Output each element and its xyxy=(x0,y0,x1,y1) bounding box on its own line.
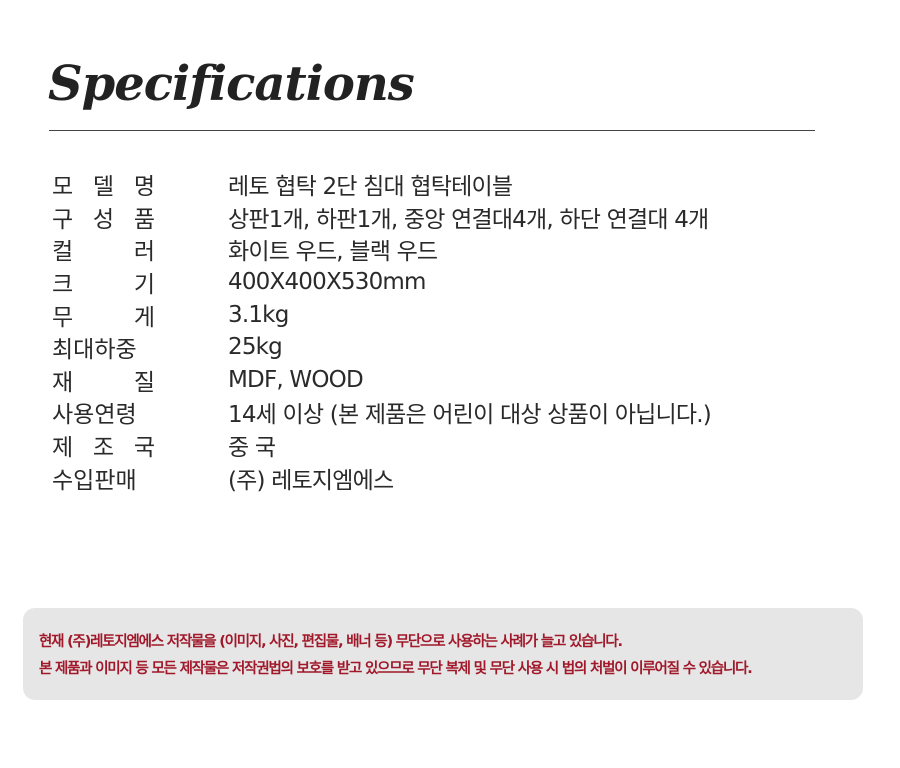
spec-label: 사용연령 xyxy=(52,402,137,429)
spec-table: 모 델 명 레토 협탁 2단 침대 협탁테이블 구 성 품 상판1개, 하판1개, … xyxy=(52,168,712,494)
notice-line-1: 현재 (주)레토지엠에스 저작물을 (이미지, 사진, 편집물, 배너 등) 무… xyxy=(39,634,623,650)
copyright-notice: 현재 (주)레토지엠에스 저작물을 (이미지, 사진, 편집물, 배너 등) 무… xyxy=(23,608,863,700)
spec-row-color: 컬 러 화이트 우드, 블랙 우드 xyxy=(52,233,711,266)
spec-value: 레토 협탁 2단 침대 협탁테이블 xyxy=(228,174,513,201)
spec-value: MDF, WOOD xyxy=(228,366,364,393)
spec-row-components: 구 성 품 상판1개, 하판1개, 중앙 연결대4개, 하단 연결대 4개 xyxy=(52,201,711,234)
title-divider xyxy=(49,130,815,131)
spec-value: 25kg xyxy=(228,334,283,361)
spec-label: 컬 러 xyxy=(52,239,155,266)
spec-row-size: 크 기 400X400X530mm xyxy=(52,266,711,299)
page-title: Specifications xyxy=(48,56,415,112)
spec-row-importer: 수입판매 (주) 레토지엠에스 xyxy=(52,461,711,494)
spec-value: 14세 이상 (본 제품은 어린이 대상 상품이 아닙니다.) xyxy=(228,402,712,429)
spec-row-material: 재 질 MDF, WOOD xyxy=(52,364,711,397)
spec-value: (주) 레토지엠에스 xyxy=(228,467,394,494)
spec-row-weight: 무 게 3.1kg xyxy=(52,298,711,331)
notice-line-2: 본 제품과 이미지 등 모든 제작물은 저작권법의 보호를 받고 있으므로 무단… xyxy=(39,661,753,677)
spec-label: 크 기 xyxy=(52,272,155,299)
spec-value: 400X400X530mm xyxy=(228,269,426,296)
spec-row-model: 모 델 명 레토 협탁 2단 침대 협탁테이블 xyxy=(52,168,711,201)
spec-row-max-load: 최대하중 25kg xyxy=(52,331,711,364)
spec-label: 수입판매 xyxy=(52,467,137,494)
spec-label: 무 게 xyxy=(52,304,155,331)
spec-value: 화이트 우드, 블랙 우드 xyxy=(228,239,438,266)
spec-value: 중 국 xyxy=(228,435,276,462)
spec-value: 상판1개, 하판1개, 중앙 연결대4개, 하단 연결대 4개 xyxy=(228,206,709,233)
spec-label: 최대하중 xyxy=(52,337,137,364)
spec-value: 3.1kg xyxy=(228,301,289,328)
spec-row-age: 사용연령 14세 이상 (본 제품은 어린이 대상 상품이 아닙니다.) xyxy=(52,396,712,429)
spec-label: 구 성 품 xyxy=(52,206,155,233)
spec-label: 모 델 명 xyxy=(52,174,155,201)
spec-label: 제 조 국 xyxy=(52,435,155,462)
spec-label: 재 질 xyxy=(52,369,155,396)
